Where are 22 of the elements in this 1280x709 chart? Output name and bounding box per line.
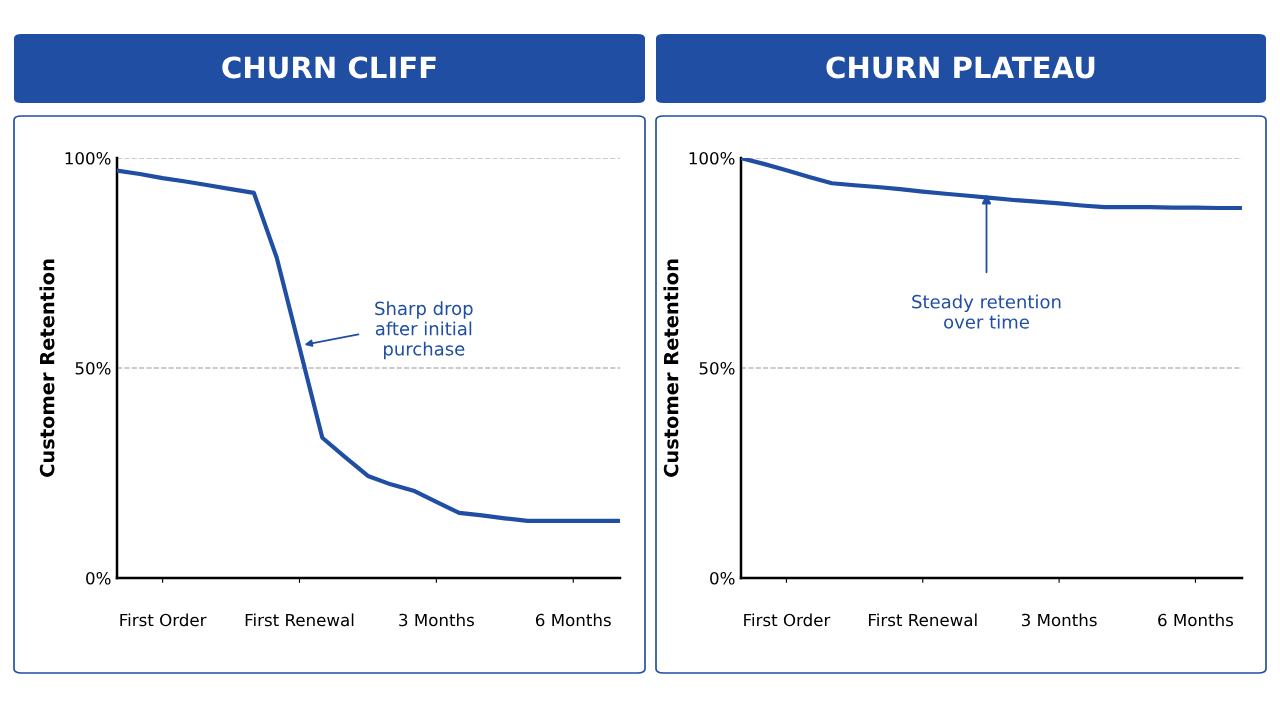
x-tick-label: First Renewal bbox=[245, 613, 354, 627]
chart-title: CHURN CLIFF bbox=[222, 56, 436, 79]
y-tick-label: 100% bbox=[65, 151, 111, 165]
x-tick-label: 3 Months bbox=[399, 613, 474, 627]
x-tick-label: First Order bbox=[744, 613, 831, 627]
x-tick-label: 6 Months bbox=[535, 613, 611, 627]
chart-title: CHURN PLATEAU bbox=[826, 56, 1095, 79]
x-tick-label: 3 Months bbox=[1021, 613, 1097, 627]
line-series bbox=[117, 168, 620, 523]
x-tick-label: First Order bbox=[120, 613, 207, 627]
x-tick-label: First Renewal bbox=[869, 613, 977, 627]
annotation: Steady retention over time bbox=[912, 294, 1061, 329]
x-tick-label: 6 Months bbox=[1158, 613, 1234, 627]
y-tick-label: 50% bbox=[75, 361, 111, 375]
line-series bbox=[741, 158, 1242, 211]
y-axis-title: Customer Retention bbox=[39, 259, 55, 477]
y-tick-label: 0% bbox=[710, 571, 735, 585]
y-axis-title: Customer Retention bbox=[663, 259, 679, 477]
annotation: Sharp drop after initial purchase bbox=[375, 301, 473, 360]
y-tick-label: 50% bbox=[699, 361, 735, 375]
y-tick-label: 100% bbox=[689, 151, 735, 165]
y-tick-label: 0% bbox=[86, 571, 111, 585]
